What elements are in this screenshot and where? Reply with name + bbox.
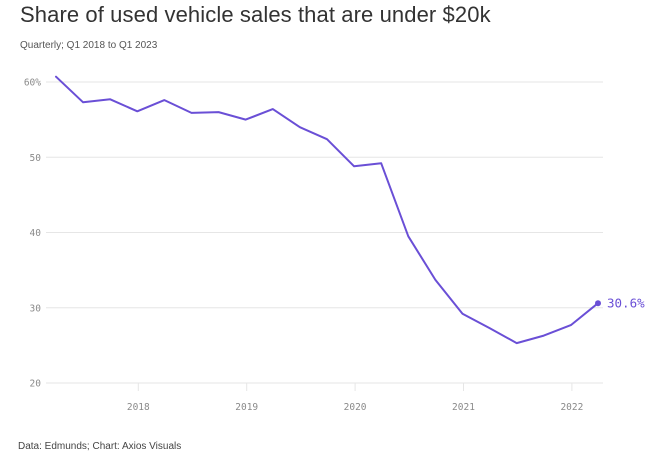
chart-title: Share of used vehicle sales that are und… — [20, 2, 491, 27]
chart-subtitle: Quarterly; Q1 2018 to Q1 2023 — [20, 40, 158, 51]
y-tick-label: 20 — [30, 379, 42, 390]
end-point-marker — [595, 300, 601, 307]
series-line — [55, 75, 599, 345]
end-value-label: 30.6% — [607, 296, 645, 311]
x-tick-label: 2020 — [344, 402, 367, 413]
x-tick-label: 2021 — [452, 402, 475, 413]
x-tick-label: 2018 — [127, 402, 150, 413]
x-axis: 2018 2019 2020 2021 2022 — [127, 383, 583, 413]
y-tick-label: 30 — [30, 303, 42, 314]
y-tick-label: 60% — [24, 78, 41, 89]
x-tick-label: 2022 — [560, 402, 583, 413]
x-tick-label: 2019 — [235, 402, 258, 413]
series-layer: 30.6% — [55, 75, 645, 345]
y-tick-label: 50 — [30, 153, 42, 164]
y-tick-label: 40 — [30, 228, 42, 239]
source-note: Data: Edmunds; Chart: Axios Visuals — [18, 441, 182, 452]
y-axis: 60% 50 40 30 20 — [24, 78, 41, 390]
gridlines — [46, 81, 603, 384]
